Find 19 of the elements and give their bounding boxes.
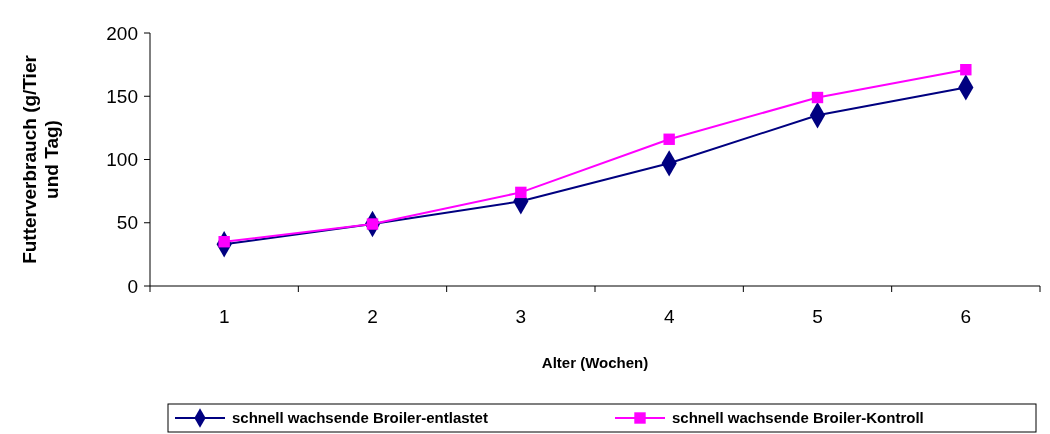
x-axis-title: Alter (Wochen) (541, 354, 649, 371)
point (515, 186, 527, 199)
x-tick-label: 5 (812, 306, 823, 327)
y-tick-label: 150 (106, 85, 138, 107)
y-tick-label: 0 (127, 275, 138, 297)
x-tick-label: 2 (367, 306, 378, 327)
y-tick-label: 50 (116, 212, 138, 234)
point (811, 91, 824, 104)
x-tick-label: 1 (218, 306, 230, 327)
y-axis-title: Futterverbrauch (g/Tier und Tag) (19, 54, 63, 264)
x-tick-label: 3 (515, 306, 527, 327)
legend-label: schnell wachsende Broiler-entlastet (232, 409, 488, 427)
y-tick-label: 200 (106, 22, 138, 44)
x-tick-label: 4 (663, 306, 675, 327)
x-tick-label: 6 (960, 306, 972, 327)
point (960, 63, 972, 76)
point (663, 133, 675, 145)
y-tick-label: 100 (106, 149, 138, 171)
legend-label: schnell wachsende Broiler-Kontroll (672, 409, 924, 427)
